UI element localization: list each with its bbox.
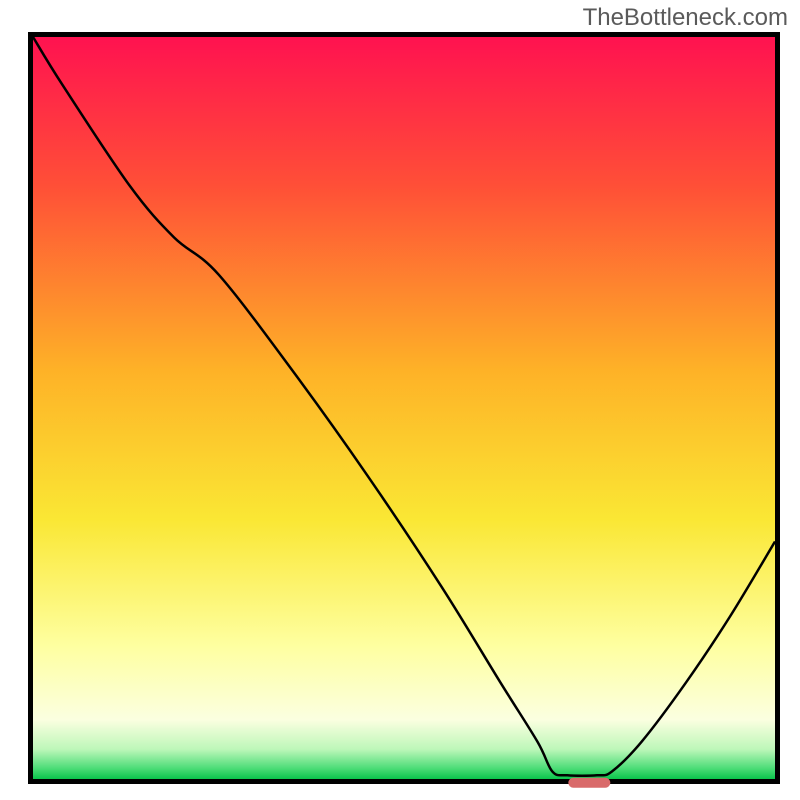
bottleneck-curve [33, 37, 775, 776]
bottleneck-chart: TheBottleneck.com [0, 0, 800, 800]
watermark-text: TheBottleneck.com [583, 4, 788, 32]
optimal-marker [569, 778, 610, 789]
curve-layer [33, 37, 775, 779]
plot-area [28, 32, 780, 784]
